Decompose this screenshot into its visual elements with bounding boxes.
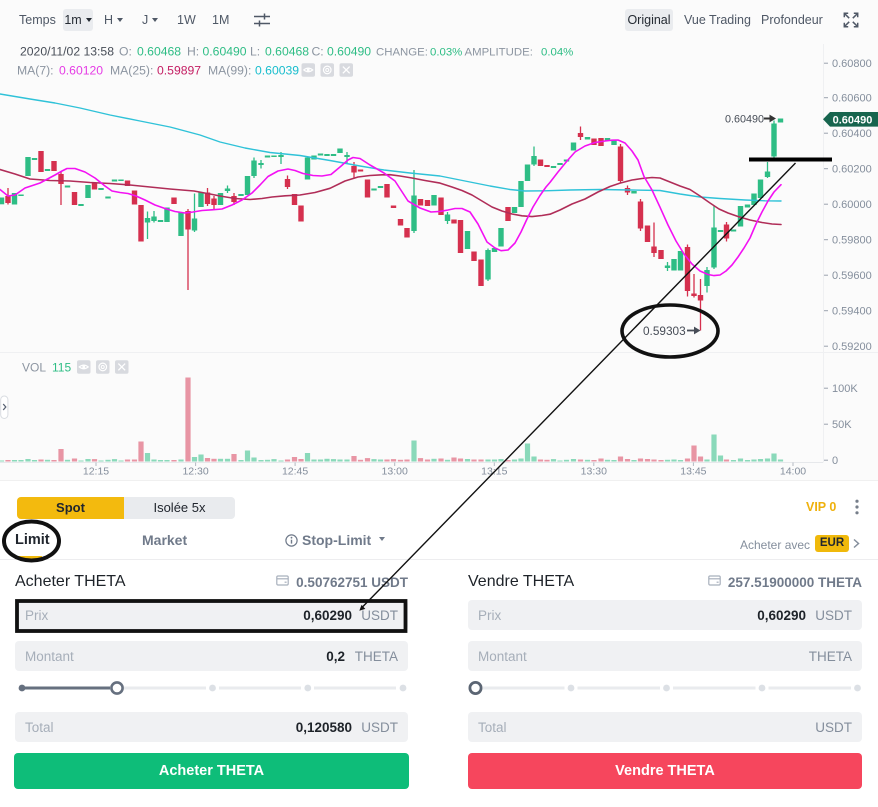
svg-text:100K: 100K: [832, 383, 858, 395]
svg-text:C:: C:: [312, 45, 324, 59]
svg-text:0.59897: 0.59897: [157, 64, 201, 78]
svg-text:0.60468: 0.60468: [137, 45, 181, 59]
svg-text:H:: H:: [187, 45, 199, 59]
svg-text:14:00: 14:00: [780, 466, 806, 478]
svg-text:0.60120: 0.60120: [59, 64, 103, 78]
svg-text:0.04%: 0.04%: [541, 47, 573, 59]
svg-text:0.60200: 0.60200: [832, 164, 872, 176]
svg-text:2020/11/02 13:58: 2020/11/02 13:58: [20, 45, 114, 59]
svg-text:VOL: VOL: [22, 361, 46, 375]
svg-text:0.60490: 0.60490: [203, 45, 247, 59]
svg-text:MA(25):: MA(25):: [110, 64, 153, 78]
svg-text:0.60490: 0.60490: [833, 115, 873, 127]
svg-text:O:: O:: [119, 45, 132, 59]
svg-text:0.60490: 0.60490: [327, 45, 371, 59]
svg-text:12:45: 12:45: [282, 466, 308, 478]
svg-text:0.59200: 0.59200: [832, 341, 872, 353]
svg-text:0.60039: 0.60039: [255, 64, 299, 78]
svg-text:0.03%: 0.03%: [430, 47, 462, 59]
svg-text:0: 0: [832, 455, 838, 467]
svg-text:50K: 50K: [832, 419, 852, 431]
svg-text:0.60000: 0.60000: [832, 199, 872, 211]
svg-text:0.60400: 0.60400: [832, 128, 872, 140]
svg-text:12:30: 12:30: [182, 466, 208, 478]
svg-text:0.59800: 0.59800: [832, 235, 872, 247]
svg-text:AMPLITUDE:: AMPLITUDE:: [465, 47, 533, 59]
svg-text:115: 115: [52, 361, 71, 375]
svg-text:L:: L:: [250, 45, 260, 59]
svg-text:MA(7):: MA(7):: [17, 64, 54, 78]
svg-text:MA(99):: MA(99):: [208, 64, 251, 78]
svg-text:0.60600: 0.60600: [832, 93, 872, 105]
svg-text:0.60468: 0.60468: [265, 45, 309, 59]
svg-text:CHANGE:: CHANGE:: [376, 47, 428, 59]
svg-text:13:45: 13:45: [680, 466, 706, 478]
svg-text:13:30: 13:30: [581, 466, 607, 478]
svg-text:13:00: 13:00: [382, 466, 408, 478]
svg-text:12:15: 12:15: [83, 466, 109, 478]
svg-text:0.60800: 0.60800: [832, 58, 872, 70]
svg-text:13:15: 13:15: [481, 466, 507, 478]
svg-text:0.59600: 0.59600: [832, 270, 872, 282]
svg-text:0.59400: 0.59400: [832, 306, 872, 318]
